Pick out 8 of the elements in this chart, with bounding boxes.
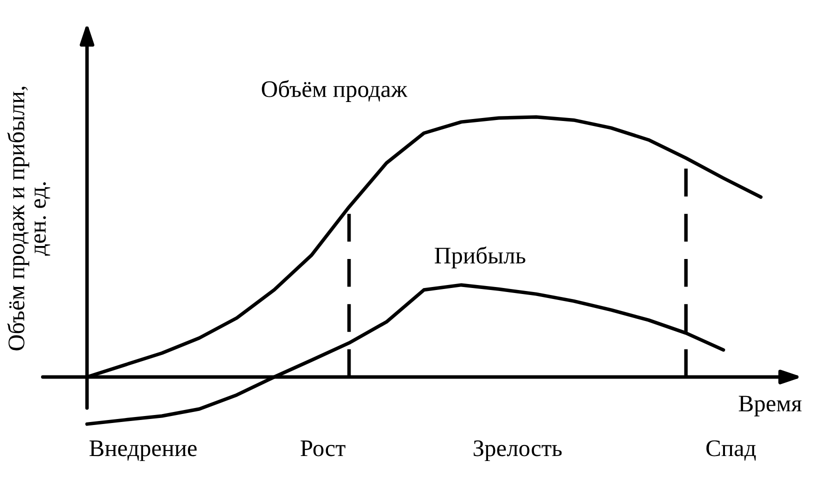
series-label: Объём продаж — [262, 80, 408, 102]
text: Внедрение — [90, 440, 197, 462]
x-axis-title: Время — [738, 396, 802, 416]
text: Зрелость — [474, 440, 562, 462]
y-axis-title: Объём продаж и прибыли, ден. ед. — [7, 86, 50, 350]
text: Спад — [706, 440, 756, 461]
series-label: Прибыль — [434, 246, 526, 268]
text: Рост — [300, 440, 346, 456]
